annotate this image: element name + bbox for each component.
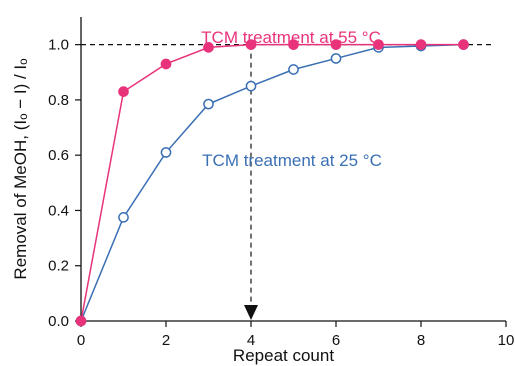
data-point — [330, 39, 342, 50]
reference-lines — [81, 44, 494, 320]
data-point — [160, 58, 172, 70]
y-tick-label: 0.6 — [48, 147, 69, 164]
data-point — [245, 39, 257, 50]
data-point — [415, 39, 427, 50]
x-tick-label: 6 — [332, 332, 340, 349]
x-tick-label: 0 — [77, 332, 85, 349]
x-tick-label: 4 — [247, 332, 255, 349]
data-point — [203, 42, 214, 53]
y-tick-label: 0.4 — [48, 202, 69, 219]
data-point — [330, 53, 342, 64]
series-line — [80, 43, 464, 322]
series-25c — [75, 39, 469, 327]
data-point — [288, 39, 299, 50]
data-point — [75, 315, 87, 327]
data-point — [203, 98, 214, 110]
axes: 0.0 0.2 0.4 0.6 0.8 1.0 0 2 4 6 8 10 — [48, 17, 514, 349]
arrow-down-marker — [244, 305, 258, 320]
data-point — [288, 64, 299, 75]
data-point — [458, 39, 469, 50]
y-tick-label: 0.0 — [48, 313, 69, 330]
data-point — [373, 39, 384, 50]
data-point — [160, 147, 172, 158]
x-tick-label: 2 — [162, 332, 170, 349]
series-line — [80, 43, 464, 322]
data-point — [245, 80, 257, 92]
y-axis-title: Removal of MeOH, (Iₒ − I) / Iₒ — [11, 58, 30, 279]
series-layer — [75, 39, 469, 327]
y-tick-label: 0.2 — [48, 258, 69, 275]
series-55c — [75, 39, 469, 327]
y-tick-label: 0.8 — [48, 92, 69, 109]
x-tick-label: 10 — [498, 332, 515, 349]
data-point — [118, 86, 129, 97]
series-label-25c: TCM treatment at 25 °C — [202, 151, 382, 170]
y-tick-label: 1.0 — [48, 37, 69, 54]
data-point — [118, 212, 129, 223]
series-label-55c: TCM treatment at 55 °C — [201, 28, 381, 47]
x-axis-title: Repeat count — [233, 346, 334, 365]
x-tick-label: 8 — [417, 332, 425, 349]
